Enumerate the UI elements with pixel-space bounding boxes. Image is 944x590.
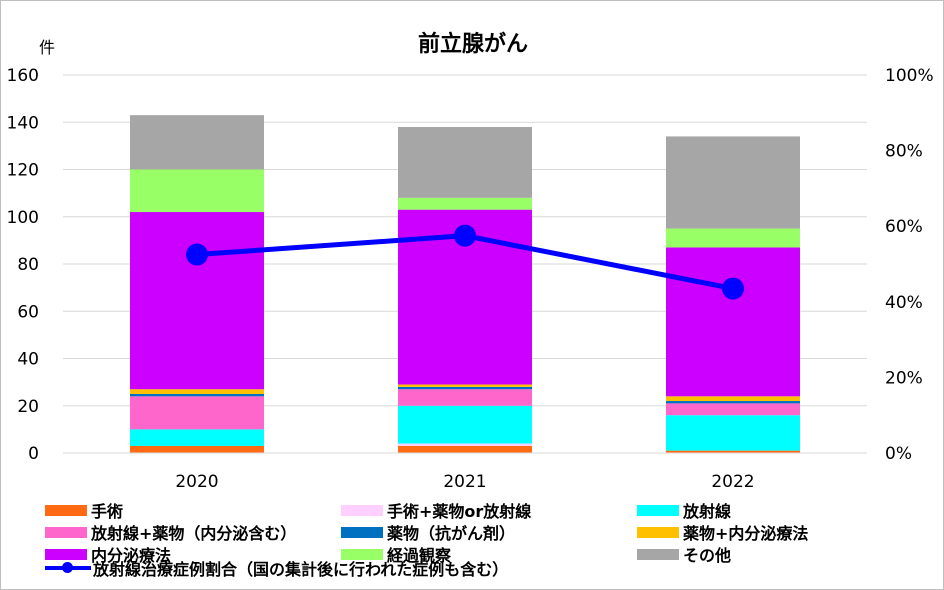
bar-segment [398,197,532,210]
x-tick-label: 2022 [711,472,754,492]
legend-label: 内分泌療法 [91,546,172,565]
ratio-point [722,277,744,300]
bar-segment [130,396,264,430]
y-tick-label: 20 [17,397,39,417]
legend-item: 薬物+内分泌療法 [637,521,933,543]
y-tick-label: 80 [17,255,39,275]
legend-swatch [45,526,87,538]
legend-swatch [45,504,87,516]
legend-swatch [637,504,679,516]
legend-item: 経過観察 [341,543,637,565]
legend-label: 放射線+薬物（内分泌含む） [91,524,297,543]
legend: 手術 手術+薬物or放射線 放射線放射線+薬物（内分泌含む） 薬物（抗がん剤） 薬物+内… [45,499,935,565]
legend-label: 薬物（抗がん剤） [387,524,516,543]
bar-segment [398,126,532,198]
legend-line-label: 放射線治療症例割合（国の集計後に行われた症例も含む） [93,560,509,579]
bar-segment [666,136,800,229]
legend-swatch [341,504,383,516]
bar-segment [130,212,264,390]
bar-segment [398,384,532,387]
legend-line-swatch [45,561,91,575]
legend-item: その他 [637,543,933,565]
legend-label: 放射線 [683,502,732,521]
bar-stacks [130,115,800,453]
bar-segment [666,396,800,402]
y2-tick-label: 80% [885,142,923,162]
legend-label: 手術 [91,502,124,521]
legend-label: 手術+薬物or放射線 [387,502,532,521]
bar-segment [130,445,264,453]
y-tick-label: 40 [17,350,39,370]
bar-segment [398,389,532,406]
y-tick-label: 140 [7,113,39,133]
y-axis-unit: 件 [39,38,55,57]
legend-item: 内分泌療法 [45,543,341,565]
bar-segment [666,450,800,453]
y2-tick-label: 60% [885,217,923,237]
legend-swatch [637,526,679,538]
legend-swatch [637,548,679,560]
bar-segment [398,386,532,390]
legend-swatch [341,526,383,538]
bar-segment [666,247,800,397]
y-tick-label: 0 [28,444,39,464]
bar-segment [666,403,800,416]
bar-segment [130,169,264,213]
legend-item-line: 放射線治療症例割合（国の集計後に行われた症例も含む） [45,557,508,579]
chart-title: 前立腺がん [418,31,528,57]
axes: 0 20 40 60 80 100 120 140 160 0% 20% 40% 60% 80% 100% 2… [7,66,934,492]
bar-segment [666,401,800,404]
legend-label: 薬物+内分泌療法 [683,524,809,543]
legend-item: 手術 [45,499,341,521]
bar-segment [398,445,532,453]
y-tick-label: 100 [7,208,39,228]
legend-swatch [341,548,383,560]
legend-item: 放射線 [637,499,933,521]
y2-tick-label: 0% [885,444,912,464]
bar-segment [398,405,532,444]
legend-swatch [45,548,87,560]
legend-label: 経過観察 [387,546,452,565]
y-tick-label: 120 [7,161,39,181]
x-tick-label: 2021 [443,472,486,492]
legend-item: 薬物（抗がん剤） [341,521,637,543]
bar-segment [130,115,264,170]
bar-segment [130,429,264,446]
bar-segment [398,443,532,446]
ratio-point [186,243,208,266]
legend-item: 放射線+薬物（内分泌含む） [45,521,341,543]
y-tick-label: 160 [7,66,39,86]
ratio-point [454,224,476,247]
x-tick-label: 2020 [175,472,218,492]
bar-segment [666,228,800,248]
ratio-line-series [186,224,744,300]
y2-tick-label: 20% [885,368,923,388]
legend-label: その他 [683,546,732,565]
bar-segment [130,393,264,397]
legend-item: 手術+薬物or放射線 [341,499,637,521]
y2-tick-label: 40% [885,293,923,313]
y2-tick-label: 100% [885,66,934,86]
bar-segment [666,415,800,451]
chart-canvas: 前立腺がん 件 0 20 40 60 80 100 120 140 160 0% 20% 40% 60%… [7,31,934,492]
bar-segment [130,389,264,394]
y-tick-label: 60 [17,302,39,322]
